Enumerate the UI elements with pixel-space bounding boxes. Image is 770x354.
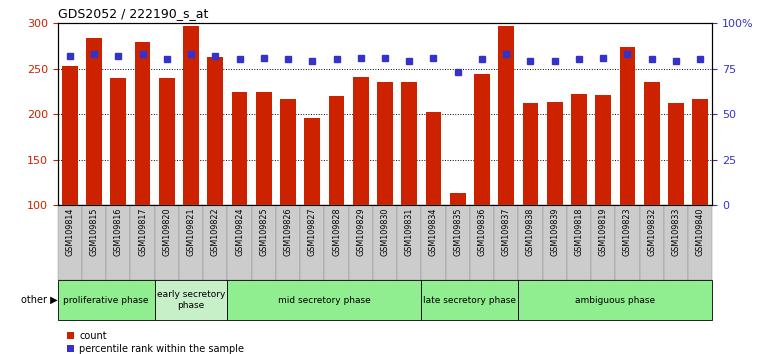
Text: GSM109833: GSM109833	[671, 207, 681, 256]
Bar	[567, 205, 591, 280]
Bar	[300, 205, 324, 280]
Bar	[159, 78, 175, 205]
Bar	[276, 205, 300, 280]
Bar	[62, 66, 78, 205]
Bar	[523, 103, 538, 205]
Text: late secretory phase: late secretory phase	[424, 296, 517, 304]
Bar	[86, 38, 102, 205]
Bar	[450, 194, 466, 205]
Bar	[373, 205, 397, 280]
Text: GSM109830: GSM109830	[380, 207, 390, 256]
Bar	[82, 205, 106, 280]
Bar	[668, 103, 684, 205]
Bar	[571, 94, 587, 205]
Bar	[494, 205, 518, 280]
Bar	[664, 205, 688, 280]
Text: GSM109826: GSM109826	[283, 207, 293, 256]
Text: GSM109822: GSM109822	[211, 207, 219, 256]
Bar	[595, 95, 611, 205]
Bar	[304, 118, 320, 205]
Bar	[692, 99, 708, 205]
Bar	[401, 82, 417, 205]
Legend: count, percentile rank within the sample: count, percentile rank within the sample	[62, 327, 248, 354]
Text: proliferative phase: proliferative phase	[63, 296, 149, 304]
Bar	[183, 26, 199, 205]
Text: GSM109814: GSM109814	[65, 207, 75, 256]
Bar	[329, 96, 344, 205]
Bar	[547, 102, 563, 205]
Bar	[203, 205, 227, 280]
Bar	[518, 280, 712, 320]
Bar	[377, 82, 393, 205]
Text: ambiguous phase: ambiguous phase	[575, 296, 655, 304]
Text: GSM109828: GSM109828	[332, 207, 341, 256]
Bar	[58, 205, 82, 280]
Text: GSM109836: GSM109836	[477, 207, 487, 256]
Text: GSM109816: GSM109816	[114, 207, 123, 256]
Bar	[280, 99, 296, 205]
Text: GSM109839: GSM109839	[551, 207, 559, 256]
Bar	[324, 205, 349, 280]
Text: other ▶: other ▶	[21, 295, 58, 305]
Bar	[207, 57, 223, 205]
Bar	[252, 205, 276, 280]
Bar	[426, 112, 441, 205]
Text: GSM109834: GSM109834	[429, 207, 438, 256]
Text: GDS2052 / 222190_s_at: GDS2052 / 222190_s_at	[58, 7, 208, 21]
Bar	[155, 205, 179, 280]
Bar	[397, 205, 421, 280]
Text: GSM109815: GSM109815	[89, 207, 99, 256]
Bar	[353, 77, 369, 205]
Text: GSM109824: GSM109824	[235, 207, 244, 256]
Text: GSM109837: GSM109837	[502, 207, 511, 256]
Text: GSM109838: GSM109838	[526, 207, 535, 256]
Text: GSM109821: GSM109821	[186, 207, 196, 256]
Bar	[58, 280, 155, 320]
Bar	[106, 205, 130, 280]
Text: GSM109817: GSM109817	[138, 207, 147, 256]
Bar	[615, 205, 640, 280]
Text: GSM109818: GSM109818	[574, 207, 584, 256]
Bar	[421, 280, 518, 320]
Text: GSM109835: GSM109835	[454, 207, 462, 256]
Bar	[474, 74, 490, 205]
Bar	[256, 92, 272, 205]
Text: GSM109832: GSM109832	[647, 207, 656, 256]
Text: GSM109819: GSM109819	[598, 207, 608, 256]
Text: GSM109840: GSM109840	[695, 207, 705, 256]
Bar	[644, 82, 660, 205]
Bar	[688, 205, 712, 280]
Bar	[227, 205, 252, 280]
Bar	[135, 42, 150, 205]
Text: GSM109823: GSM109823	[623, 207, 632, 256]
Text: GSM109820: GSM109820	[162, 207, 172, 256]
Text: GSM109829: GSM109829	[357, 207, 365, 256]
Bar	[470, 205, 494, 280]
Text: GSM109825: GSM109825	[259, 207, 268, 256]
Bar	[155, 280, 227, 320]
Bar	[640, 205, 664, 280]
Text: GSM109831: GSM109831	[405, 207, 413, 256]
Text: mid secretory phase: mid secretory phase	[278, 296, 371, 304]
Bar	[591, 205, 615, 280]
Bar	[179, 205, 203, 280]
Bar	[518, 205, 543, 280]
Bar	[543, 205, 567, 280]
Bar	[620, 47, 635, 205]
Bar	[498, 26, 514, 205]
Bar	[130, 205, 155, 280]
Text: GSM109827: GSM109827	[308, 207, 316, 256]
Bar	[421, 205, 446, 280]
Bar	[446, 205, 470, 280]
Bar	[110, 78, 126, 205]
Bar	[349, 205, 373, 280]
Bar	[227, 280, 421, 320]
Text: early secretory
phase: early secretory phase	[157, 290, 226, 310]
Bar	[232, 92, 247, 205]
